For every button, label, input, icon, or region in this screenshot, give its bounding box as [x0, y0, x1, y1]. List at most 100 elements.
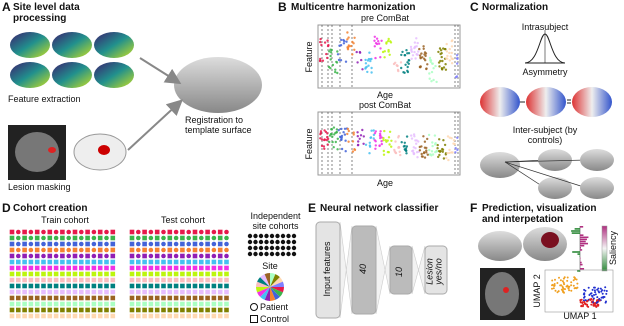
control [199, 265, 204, 271]
control [79, 277, 84, 283]
control [186, 277, 191, 283]
control [79, 259, 84, 265]
control [60, 289, 65, 295]
control [129, 283, 135, 289]
site-wedge [270, 281, 284, 287]
point [326, 137, 330, 141]
control [110, 313, 116, 319]
control [53, 301, 59, 307]
patient [104, 235, 109, 241]
layer [315, 221, 341, 319]
y-label: Feature [304, 128, 315, 160]
point [344, 60, 348, 63]
patient [199, 229, 204, 235]
point [351, 53, 354, 56]
control [205, 283, 210, 289]
label: Test cohort [160, 215, 206, 225]
umap-point [587, 286, 590, 289]
point [326, 56, 329, 60]
umap-point [590, 301, 593, 303]
patient [211, 235, 217, 241]
point [323, 138, 326, 142]
control [9, 259, 15, 265]
patient [148, 235, 154, 241]
control [28, 289, 34, 295]
umap-point [570, 284, 573, 287]
point [325, 52, 328, 56]
point [347, 140, 350, 143]
point [370, 71, 373, 74]
panel-title: Neural network classifier [320, 203, 439, 214]
control [180, 295, 185, 301]
control [148, 271, 154, 277]
control [97, 301, 103, 307]
site-dot [269, 233, 275, 239]
point [440, 55, 443, 59]
patient [41, 241, 46, 247]
colorbar-label: Saliency [608, 230, 619, 265]
point [337, 129, 340, 132]
control [110, 265, 116, 271]
point [398, 150, 401, 153]
umap-point [560, 288, 563, 291]
saliency-bar [580, 242, 589, 245]
control [22, 283, 27, 289]
point [356, 135, 359, 138]
control [161, 289, 166, 295]
patient [79, 247, 84, 253]
layer-label: 10 [394, 266, 405, 277]
point [382, 136, 385, 140]
point [357, 140, 360, 143]
point [456, 62, 459, 65]
control [192, 259, 198, 265]
control [167, 241, 173, 247]
control [154, 259, 160, 265]
control [154, 301, 160, 307]
point [415, 53, 419, 56]
point [390, 145, 393, 148]
control [110, 295, 116, 301]
site-dot [247, 251, 253, 257]
control [9, 229, 15, 235]
point [420, 152, 423, 156]
point [356, 61, 359, 64]
patient [53, 235, 59, 241]
control [224, 307, 229, 313]
patient [104, 253, 109, 259]
point [444, 68, 448, 71]
control [91, 307, 97, 313]
point [448, 148, 451, 152]
control [97, 259, 103, 265]
point [343, 39, 346, 43]
control [180, 283, 185, 289]
control [72, 307, 78, 313]
point [450, 39, 453, 43]
patient [53, 247, 59, 253]
control [9, 241, 15, 247]
control [167, 301, 173, 307]
control [91, 289, 97, 295]
point [364, 62, 368, 65]
control [161, 271, 166, 277]
site-dot [269, 251, 275, 257]
point [435, 80, 438, 84]
point [329, 132, 333, 136]
control [9, 301, 15, 307]
point [430, 150, 434, 153]
control [97, 241, 103, 247]
patient [161, 235, 166, 241]
point [326, 39, 329, 42]
point [319, 40, 322, 44]
control [205, 307, 210, 313]
control [110, 289, 116, 295]
control [129, 241, 135, 247]
point [418, 149, 422, 152]
control [217, 295, 223, 301]
control [224, 265, 229, 271]
patient [211, 241, 217, 247]
control [173, 259, 179, 265]
control [186, 295, 191, 301]
site-dot [280, 251, 286, 257]
control [167, 235, 173, 241]
point [386, 150, 390, 154]
